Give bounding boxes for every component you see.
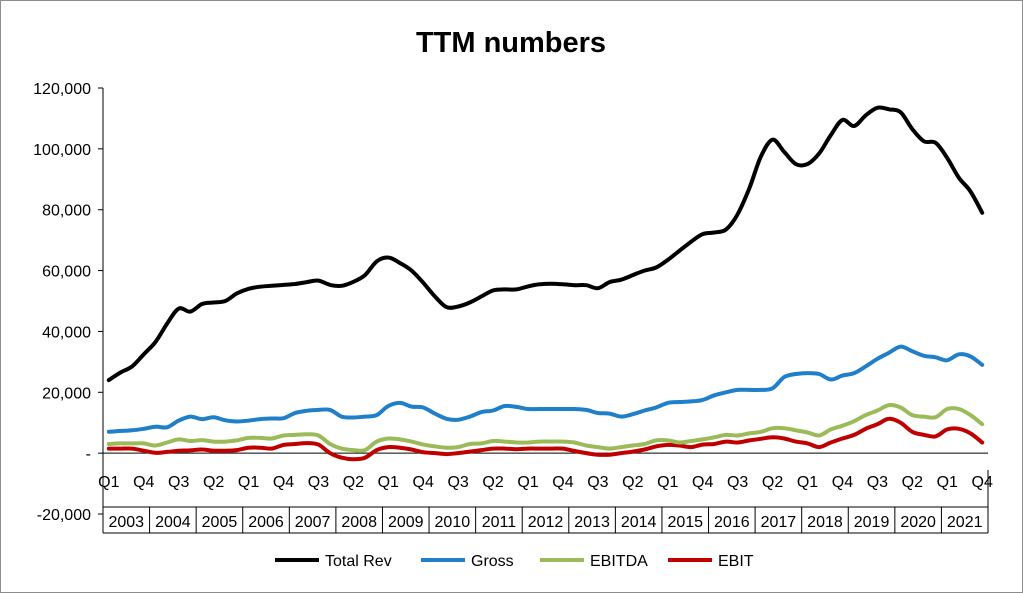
x-quarter-label: Q4 xyxy=(832,474,853,491)
y-tick-label: -20,000 xyxy=(37,507,91,524)
x-year-label: 2006 xyxy=(248,514,284,531)
y-tick-label: 20,000 xyxy=(42,385,91,402)
x-year-label: 2005 xyxy=(202,514,238,531)
y-tick-label: - xyxy=(86,446,91,463)
x-quarter-label: Q3 xyxy=(168,474,189,491)
x-year-label: 2020 xyxy=(900,514,936,531)
legend-label: Total Rev xyxy=(325,553,392,570)
x-quarter-label: Q2 xyxy=(902,474,923,491)
x-quarter-label: Q4 xyxy=(972,474,993,491)
y-tick-label: 80,000 xyxy=(42,203,91,220)
x-quarter-label: Q2 xyxy=(343,474,364,491)
y-tick-label: 100,000 xyxy=(33,142,91,159)
series-line-total-rev xyxy=(106,105,985,383)
x-year-label: 2010 xyxy=(435,514,471,531)
x-quarter-label: Q3 xyxy=(308,474,329,491)
series-layer xyxy=(106,105,985,462)
axes: -20,000-20,00040,00060,00080,000100,0001… xyxy=(33,81,993,534)
x-quarter-label: Q2 xyxy=(762,474,783,491)
x-year-label: 2014 xyxy=(621,514,657,531)
x-quarter-label: Q4 xyxy=(552,474,573,491)
x-quarter-label: Q2 xyxy=(622,474,643,491)
x-quarter-label: Q4 xyxy=(133,474,154,491)
x-quarter-label: Q1 xyxy=(657,474,678,491)
x-year-label: 2017 xyxy=(761,514,797,531)
y-tick-label: 40,000 xyxy=(42,324,91,341)
x-year-label: 2018 xyxy=(807,514,843,531)
chart-title: TTM numbers xyxy=(416,27,606,59)
x-quarter-label: Q3 xyxy=(867,474,888,491)
x-year-label: 2007 xyxy=(295,514,331,531)
x-year-label: 2013 xyxy=(574,514,610,531)
y-tick-label: 60,000 xyxy=(42,264,91,281)
x-quarter-label: Q3 xyxy=(447,474,468,491)
series-line-ebitda xyxy=(106,402,985,453)
x-quarter-label: Q1 xyxy=(238,474,259,491)
legend-label: EBIT xyxy=(718,553,754,570)
x-year-label: 2021 xyxy=(947,514,983,531)
x-quarter-label: Q1 xyxy=(797,474,818,491)
x-quarter-label: Q4 xyxy=(692,474,713,491)
series-line-gross xyxy=(106,344,985,434)
legend-label: Gross xyxy=(471,553,514,570)
x-year-label: 2004 xyxy=(155,514,191,531)
y-tick-label: 120,000 xyxy=(33,81,91,98)
x-quarter-label: Q4 xyxy=(413,474,434,491)
x-quarter-label: Q2 xyxy=(482,474,503,491)
x-quarter-label: Q3 xyxy=(727,474,748,491)
x-quarter-label: Q1 xyxy=(98,474,119,491)
series-line-ebit xyxy=(106,416,985,462)
x-year-label: 2009 xyxy=(388,514,424,531)
x-quarter-label: Q4 xyxy=(273,474,294,491)
x-quarter-label: Q1 xyxy=(517,474,538,491)
legend: Total Rev Gross EBITDA EBIT xyxy=(275,553,754,570)
x-year-label: 2008 xyxy=(341,514,377,531)
legend-label: EBITDA xyxy=(590,553,648,570)
x-year-label: 2016 xyxy=(714,514,750,531)
x-quarter-label: Q3 xyxy=(587,474,608,491)
x-quarter-label: Q1 xyxy=(378,474,399,491)
x-year-label: 2012 xyxy=(528,514,564,531)
x-year-label: 2011 xyxy=(482,514,517,531)
x-quarter-label: Q2 xyxy=(203,474,224,491)
x-year-label: 2019 xyxy=(854,514,890,531)
x-year-label: 2015 xyxy=(667,514,703,531)
x-year-label: 2003 xyxy=(108,514,144,531)
x-quarter-label: Q1 xyxy=(937,474,958,491)
